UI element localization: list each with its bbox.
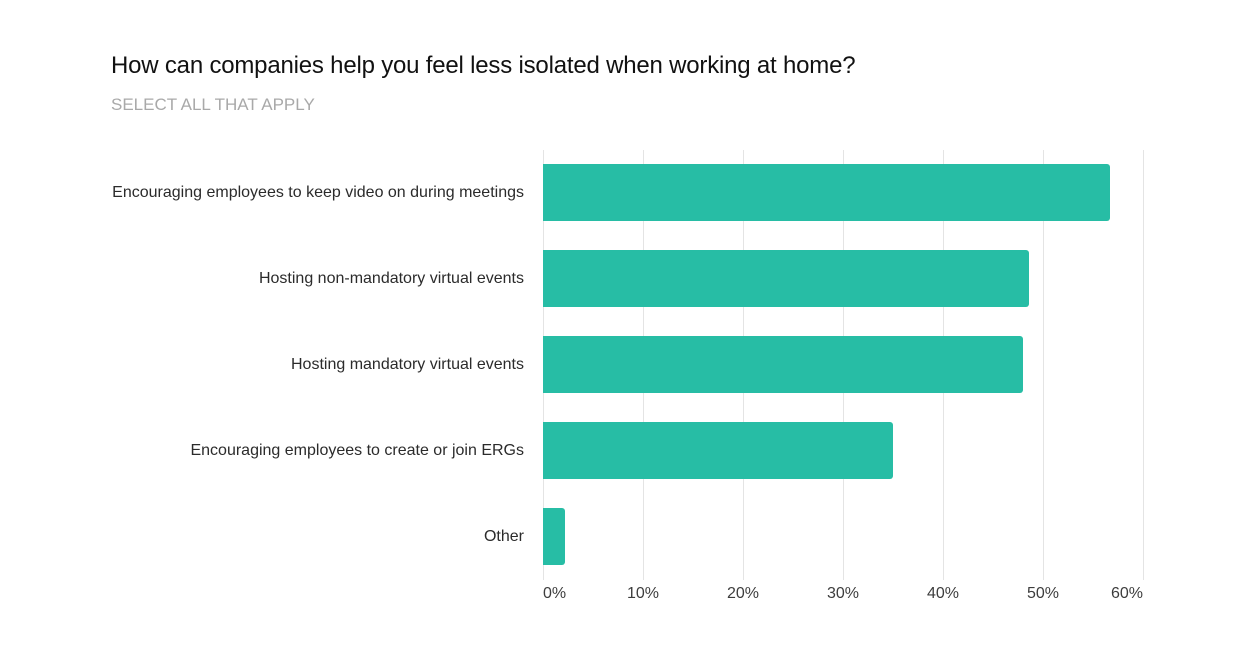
x-tick-label: 40% (926, 585, 960, 602)
x-tick-label: 30% (826, 585, 860, 602)
plot-area (543, 150, 1144, 580)
bar (543, 508, 565, 565)
gridline (1143, 150, 1144, 580)
category-label: Hosting mandatory virtual events (291, 355, 524, 373)
chart-title: How can companies help you feel less iso… (111, 52, 856, 79)
chart-subtitle: SELECT ALL THAT APPLY (111, 95, 315, 114)
x-tick-label: 60% (1110, 585, 1143, 602)
x-tick-label: 20% (726, 585, 760, 602)
bar (543, 422, 893, 479)
bar (543, 250, 1029, 307)
category-label: Hosting non-mandatory virtual events (258, 269, 524, 287)
x-tick-label: 50% (1026, 585, 1060, 602)
category-label: Encouraging employees to create or join … (190, 441, 524, 459)
bar (543, 336, 1023, 393)
bar (543, 164, 1110, 221)
x-tick-label: 0% (543, 585, 567, 602)
category-label: Other (483, 527, 524, 545)
gridline (1043, 150, 1044, 580)
x-tick-label: 10% (626, 585, 660, 602)
category-label: Encouraging employees to keep video on d… (112, 183, 524, 201)
